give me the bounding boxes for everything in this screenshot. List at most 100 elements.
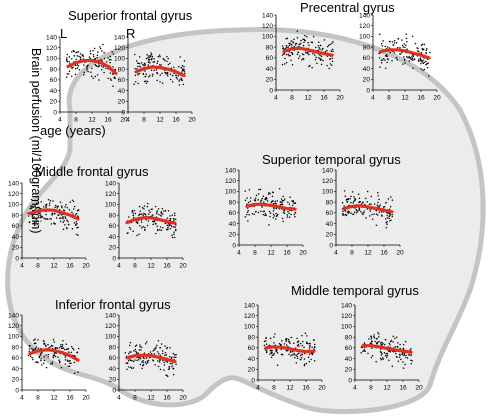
data-point [132,216,135,219]
y-tick-label: 80 [109,344,117,351]
data-point [71,347,74,350]
data-point [404,46,406,48]
data-point [392,341,394,343]
data-point [318,57,320,59]
data-point [329,43,332,46]
y-tick-label: 100 [262,34,273,41]
data-point [389,213,391,216]
data-point [290,354,292,357]
data-point [379,204,381,206]
data-point [343,214,345,216]
data-point [144,70,146,72]
fit-curve [28,208,80,221]
data-point [163,210,165,212]
data-point [77,51,80,53]
data-point [373,334,375,336]
data-point [329,57,331,60]
data-point [33,224,36,227]
data-point [406,357,409,359]
data-point [316,62,318,64]
data-point [293,213,295,216]
data-point [68,351,70,353]
data-point [296,357,299,360]
data-point [375,224,378,226]
data-point [285,61,288,64]
data-point [350,212,352,214]
data-point [51,214,53,216]
data-point [351,191,354,193]
y-tick-label: 120 [8,323,19,330]
data-point [150,69,153,72]
data-point [259,188,262,191]
data-point [270,356,273,359]
data-point [301,53,304,55]
data-point [406,48,408,50]
data-point [148,60,150,63]
data-point [296,337,298,340]
data-point [164,345,166,347]
data-point [90,71,92,73]
data-point [153,69,155,72]
data-point [385,226,388,229]
x-axis-label: age (years) [40,123,106,138]
data-point [153,58,155,60]
data-point [370,203,372,205]
data-point [269,353,271,355]
data-point [68,73,70,75]
x-tick-label: 8 [36,395,40,402]
data-point [90,75,93,77]
data-point [166,74,169,77]
data-point [145,213,147,216]
data-point [380,59,383,61]
data-point [389,344,391,346]
data-point [169,215,171,217]
data-point [154,348,157,350]
data-point [136,221,139,223]
data-point [166,224,168,227]
data-point [139,213,142,216]
data-point [159,229,161,231]
data-point [345,214,348,217]
data-point [275,350,277,353]
data-point [257,199,260,201]
data-point [298,352,300,355]
data-point [139,344,141,346]
data-point [76,51,78,53]
data-point [58,347,61,349]
data-point [269,337,272,340]
data-point [153,61,156,63]
data-point [143,205,146,207]
x-tick-label: 12 [50,263,58,270]
data-point [133,83,135,86]
data-point [132,360,135,363]
data-point [137,62,139,64]
data-point [388,215,391,217]
data-point [137,352,139,355]
y-tick-label: 80 [109,212,117,219]
data-point [306,335,308,337]
data-point [293,354,295,356]
data-point [303,346,305,349]
data-point [126,362,128,365]
data-point [55,217,58,219]
data-point [81,54,83,56]
y-tick-label: 80 [266,44,274,51]
data-point [401,352,404,354]
data-point [327,44,330,47]
data-point [45,354,47,356]
data-point [182,83,185,86]
data-point [134,359,136,361]
data-point [295,42,298,45]
data-point [362,350,364,352]
data-point [346,200,348,203]
data-point [355,212,358,214]
data-point [103,51,105,54]
data-point [171,74,174,77]
data-point [259,201,262,203]
data-point [33,342,36,345]
data-point [159,359,161,362]
data-point [293,202,295,204]
data-point [410,58,413,60]
data-point [164,352,167,354]
